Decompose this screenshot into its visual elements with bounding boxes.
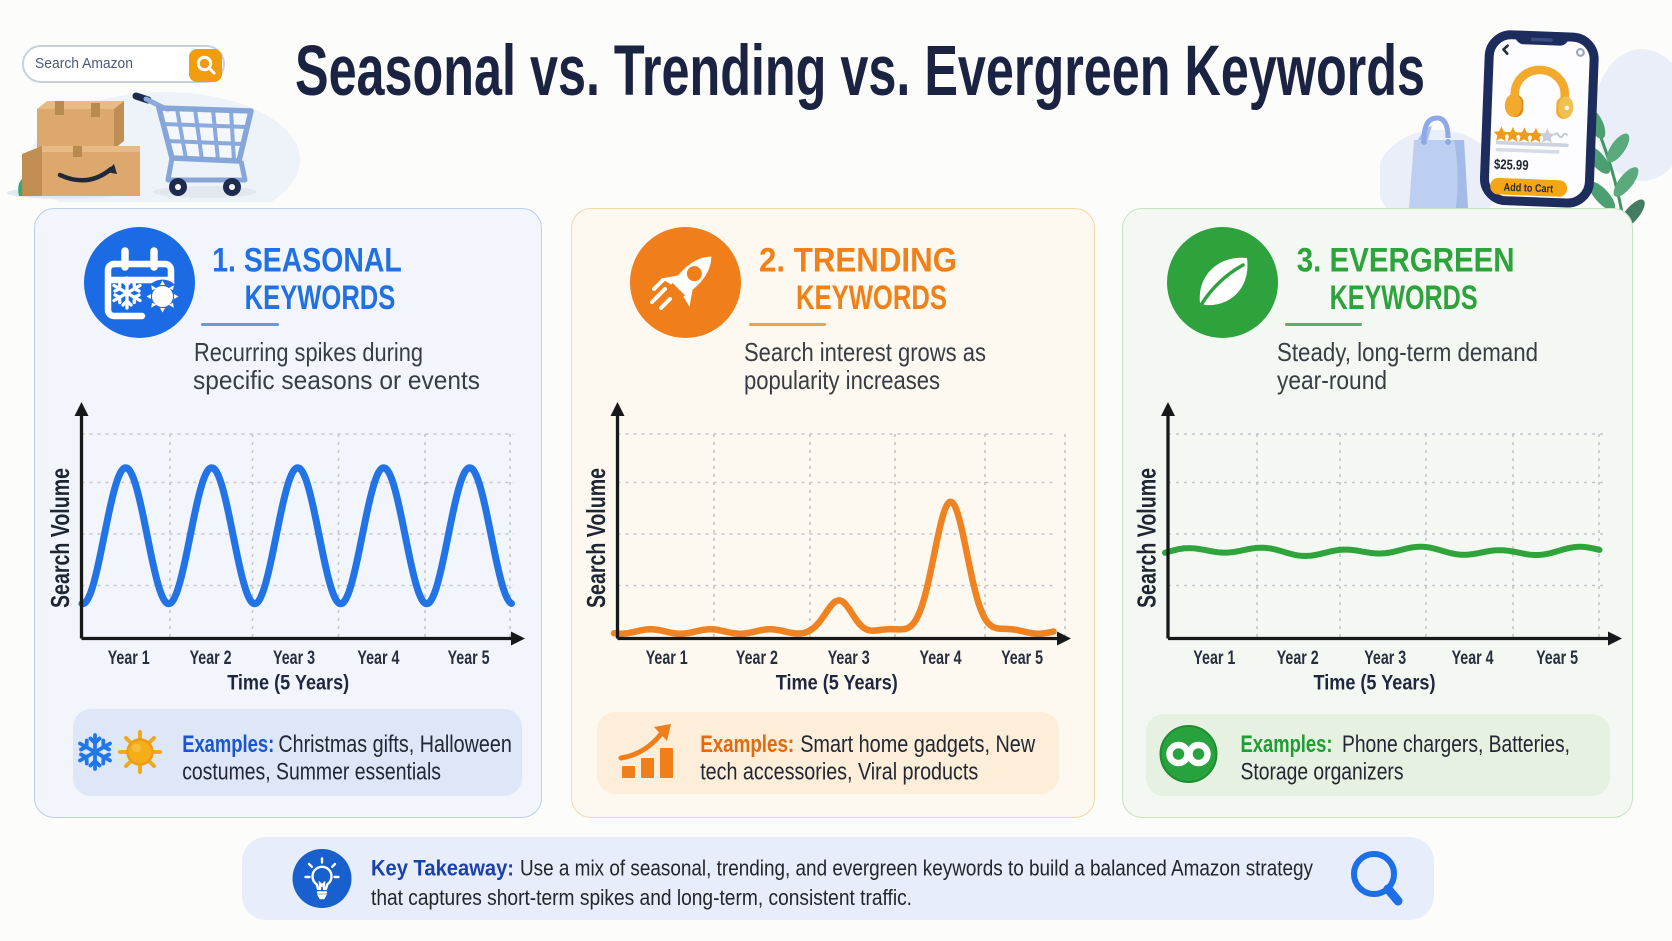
svg-text:Time (5 Years): Time (5 Years) bbox=[776, 671, 898, 695]
svg-text:Year 3: Year 3 bbox=[1364, 647, 1406, 669]
svg-text:Smart home gadgets, New: Smart home gadgets, New bbox=[800, 731, 1036, 758]
svg-text:Time (5 Years): Time (5 Years) bbox=[227, 671, 349, 695]
svg-text:Year 5: Year 5 bbox=[448, 647, 490, 669]
svg-text:specific seasons or events: specific seasons or events bbox=[193, 365, 480, 395]
svg-text:popularity increases: popularity increases bbox=[744, 365, 940, 395]
svg-text:Add to Cart: Add to Cart bbox=[1503, 182, 1553, 196]
svg-text:Year 4: Year 4 bbox=[357, 647, 399, 669]
svg-text:Seasonal vs. Trending vs. Ever: Seasonal vs. Trending vs. Evergreen Keyw… bbox=[295, 31, 1425, 111]
svg-text:Year 5: Year 5 bbox=[1536, 647, 1578, 669]
svg-text:Year 4: Year 4 bbox=[920, 647, 962, 669]
svg-text:year-round: year-round bbox=[1277, 365, 1387, 395]
svg-text:1. SEASONAL: 1. SEASONAL bbox=[212, 241, 402, 279]
svg-text:Christmas gifts, Halloween: Christmas gifts, Halloween bbox=[278, 731, 511, 758]
svg-text:Examples:: Examples: bbox=[700, 731, 794, 758]
svg-text:$25.99: $25.99 bbox=[1494, 156, 1529, 173]
svg-text:Recurring spikes during: Recurring spikes during bbox=[194, 337, 423, 367]
svg-text:Examples:: Examples: bbox=[1241, 731, 1333, 758]
svg-text:Year 2: Year 2 bbox=[736, 647, 778, 669]
svg-text:Year 1: Year 1 bbox=[108, 647, 150, 669]
svg-text:that captures short-term spike: that captures short-term spikes and long… bbox=[371, 885, 912, 910]
svg-text:Phone chargers, Batteries,: Phone chargers, Batteries, bbox=[1342, 731, 1570, 758]
svg-text:Year 3: Year 3 bbox=[828, 647, 870, 669]
svg-text:KEYWORDS: KEYWORDS bbox=[245, 279, 396, 317]
svg-text:Year 1: Year 1 bbox=[646, 647, 688, 669]
svg-text:2. TRENDING: 2. TRENDING bbox=[759, 241, 957, 279]
svg-text:Search Volume: Search Volume bbox=[1132, 468, 1162, 608]
svg-text:Year 5: Year 5 bbox=[1001, 647, 1043, 669]
svg-text:Time (5 Years): Time (5 Years) bbox=[1314, 671, 1436, 695]
svg-text:KEYWORDS: KEYWORDS bbox=[796, 279, 947, 317]
svg-text:KEYWORDS: KEYWORDS bbox=[1330, 279, 1478, 317]
svg-text:Year 3: Year 3 bbox=[273, 647, 315, 669]
svg-text:Key Takeaway:: Key Takeaway: bbox=[371, 856, 514, 881]
svg-text:3. EVERGREEN: 3. EVERGREEN bbox=[1297, 241, 1515, 279]
svg-text:Storage organizers: Storage organizers bbox=[1241, 759, 1404, 786]
svg-text:Search Amazon: Search Amazon bbox=[35, 56, 133, 72]
svg-text:Examples:: Examples: bbox=[182, 731, 274, 758]
svg-text:tech accessories, Viral produc: tech accessories, Viral products bbox=[700, 759, 978, 786]
svg-text:Use a mix of seasonal, trendin: Use a mix of seasonal, trending, and eve… bbox=[520, 856, 1314, 881]
svg-text:costumes, Summer essentials: costumes, Summer essentials bbox=[182, 759, 441, 786]
svg-text:Year 4: Year 4 bbox=[1452, 647, 1494, 669]
svg-text:Search Volume: Search Volume bbox=[581, 468, 611, 608]
svg-text:Search Volume: Search Volume bbox=[45, 468, 75, 608]
svg-text:Search interest grows as: Search interest grows as bbox=[744, 337, 986, 367]
svg-text:Year 2: Year 2 bbox=[1277, 647, 1319, 669]
svg-text:Year 2: Year 2 bbox=[190, 647, 232, 669]
svg-text:Steady, long-term demand: Steady, long-term demand bbox=[1277, 337, 1538, 367]
svg-text:Year 1: Year 1 bbox=[1193, 647, 1235, 669]
